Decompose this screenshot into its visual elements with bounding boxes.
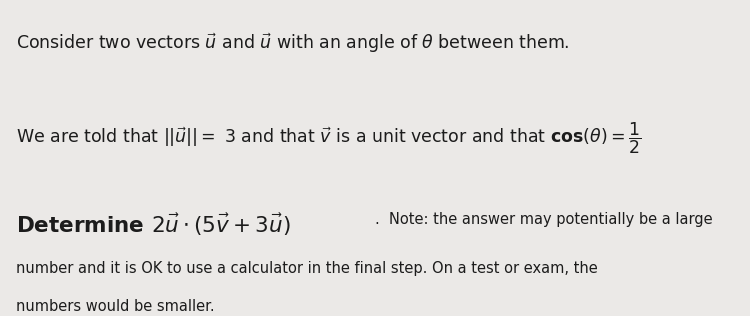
Text: We are told that $||\vec{u}|| = $ 3 and that $\vec{v}$ is a unit vector and that: We are told that $||\vec{u}|| = $ 3 and … bbox=[16, 120, 642, 155]
Text: Consider two vectors $\vec{u}$ and $\vec{u}$ with an angle of $\theta$ between t: Consider two vectors $\vec{u}$ and $\vec… bbox=[16, 32, 570, 55]
Text: numbers would be smaller.: numbers would be smaller. bbox=[16, 299, 215, 313]
Text: Determine $2\vec{u} \cdot (5\vec{v} + 3\vec{u})$: Determine $2\vec{u} \cdot (5\vec{v} + 3\… bbox=[16, 212, 291, 238]
Text: number and it is OK to use a calculator in the final step. On a test or exam, th: number and it is OK to use a calculator … bbox=[16, 261, 598, 276]
Text: .  Note: the answer may potentially be a large: . Note: the answer may potentially be a … bbox=[375, 212, 712, 227]
